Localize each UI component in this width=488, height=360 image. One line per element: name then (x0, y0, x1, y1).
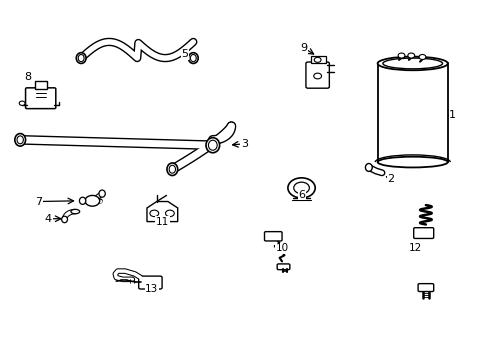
Ellipse shape (61, 216, 67, 223)
Text: 8: 8 (24, 72, 31, 82)
Polygon shape (147, 202, 177, 222)
Text: 9: 9 (300, 43, 307, 53)
Text: 4: 4 (45, 214, 52, 224)
Ellipse shape (99, 190, 105, 197)
Text: 6: 6 (298, 190, 305, 200)
Circle shape (418, 54, 425, 59)
Ellipse shape (76, 53, 86, 63)
Text: 3: 3 (241, 139, 247, 149)
Text: 12: 12 (407, 243, 421, 253)
Text: 1: 1 (448, 111, 455, 121)
Circle shape (287, 178, 315, 198)
Text: 10: 10 (275, 243, 288, 253)
Bar (311, 56, 325, 63)
Ellipse shape (166, 163, 177, 176)
Ellipse shape (79, 197, 85, 204)
FancyBboxPatch shape (139, 276, 162, 289)
Text: 13: 13 (145, 284, 158, 294)
Ellipse shape (205, 138, 219, 153)
Ellipse shape (377, 57, 447, 70)
Circle shape (150, 210, 158, 217)
Ellipse shape (365, 163, 371, 171)
Circle shape (165, 210, 174, 217)
Text: 7: 7 (35, 197, 42, 207)
Ellipse shape (71, 210, 80, 214)
Circle shape (293, 182, 309, 194)
Circle shape (407, 53, 414, 58)
Circle shape (19, 101, 25, 105)
FancyBboxPatch shape (417, 284, 433, 292)
Ellipse shape (169, 165, 175, 173)
Ellipse shape (15, 134, 25, 146)
Ellipse shape (382, 58, 442, 69)
Circle shape (313, 73, 321, 79)
Text: 5: 5 (181, 49, 188, 59)
Ellipse shape (377, 157, 447, 167)
FancyBboxPatch shape (277, 264, 289, 270)
Text: 11: 11 (156, 217, 169, 227)
FancyBboxPatch shape (264, 231, 282, 241)
Circle shape (85, 195, 100, 206)
Text: 2: 2 (386, 174, 393, 184)
Ellipse shape (17, 136, 23, 144)
Ellipse shape (188, 53, 198, 63)
FancyBboxPatch shape (413, 228, 433, 238)
Ellipse shape (78, 54, 84, 62)
FancyBboxPatch shape (305, 62, 329, 88)
Bar (35, 81, 46, 89)
Ellipse shape (208, 140, 217, 150)
FancyBboxPatch shape (25, 88, 56, 109)
Circle shape (314, 57, 321, 62)
Ellipse shape (190, 54, 196, 62)
Circle shape (397, 53, 404, 58)
